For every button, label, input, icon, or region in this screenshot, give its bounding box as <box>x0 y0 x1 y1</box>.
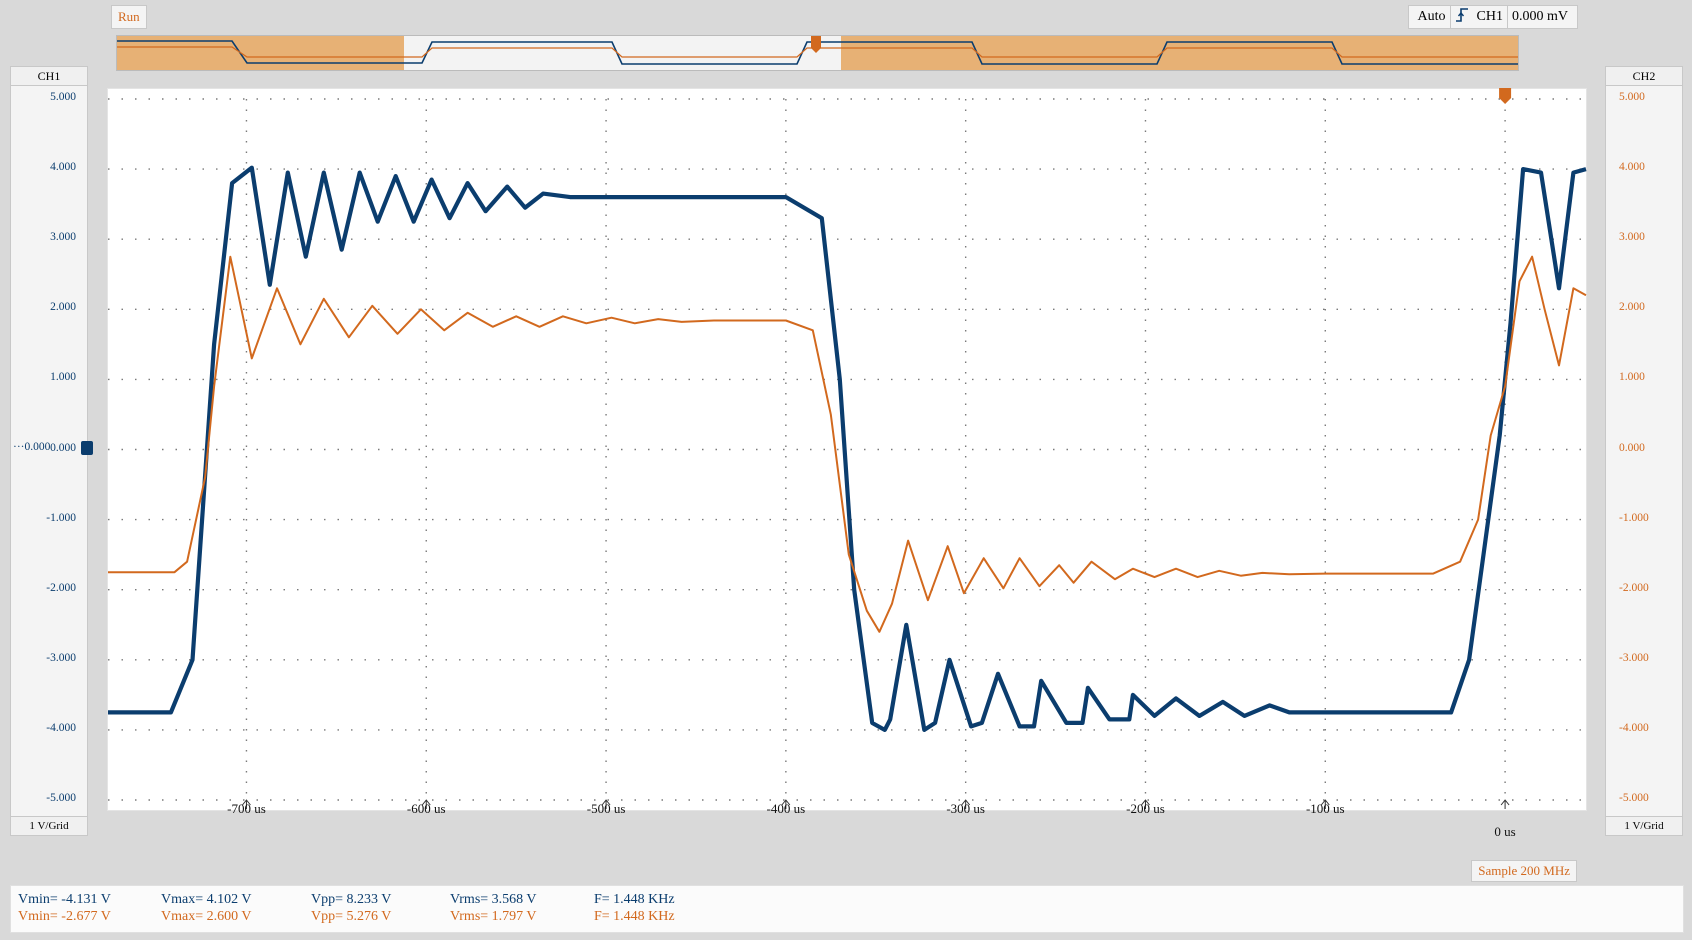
ch1-vmin: Vmin= -4.131 V <box>18 892 111 907</box>
ch1-y-tick-label: -3.000 <box>46 651 76 664</box>
overview-svg <box>117 36 1518 70</box>
ch1-scale-panel[interactable]: CH1 5.000 4.000 3.000 2.000 1.000 0.000 -1.000… <box>10 66 93 836</box>
ch2-y-tick-label: -2.000 <box>1619 581 1649 594</box>
x-tick-label: 0 us <box>1494 824 1515 839</box>
ch2-frequency: F= 1.448 KHz <box>594 909 675 924</box>
ch2-y-tick-label: 1.000 <box>1619 371 1645 384</box>
ch2-y-tick-label: 4.000 <box>1619 161 1645 174</box>
ch2-y-tick-label: 2.000 <box>1619 301 1645 314</box>
ch2-title: CH2 <box>1606 67 1682 86</box>
ch2-measurements: Vmin= -2.677 V Vmax= 2.600 V Vpp= 5.276 … <box>11 909 1683 927</box>
trigger-level[interactable]: 0.000 mV <box>1512 9 1568 24</box>
ch1-y-tick-label: 2.000 <box>50 301 76 314</box>
run-button[interactable]: Run <box>111 5 147 29</box>
trigger-settings[interactable]: Auto CH1 0.000 mV <box>1407 5 1578 29</box>
overview-window-right <box>841 36 1518 70</box>
ch1-y-tick-label: 3.000 <box>50 231 76 244</box>
x-tick-label: -700 us <box>227 801 266 816</box>
ch2-y-tick-label: 3.000 <box>1619 231 1645 244</box>
waveform-svg: -700 us -600 us -500 us -400 us -300 us -200 … <box>108 88 1587 839</box>
waveform-plot[interactable]: -700 us -600 us -500 us -400 us -300 us -200 … <box>107 88 1587 839</box>
ch2-vmin: Vmin= -2.677 V <box>18 909 111 924</box>
x-tick-mark <box>961 799 971 809</box>
x-tick-label: -400 us <box>767 801 806 816</box>
ch1-y-tick-label: 5.000 <box>50 91 76 103</box>
x-tick-label: -200 us <box>1126 801 1165 816</box>
top-toolbar: Run Auto CH1 0.000 mV <box>0 0 1692 71</box>
ch2-y-tick-label: -4.000 <box>1619 721 1649 734</box>
trigger-mode[interactable]: Auto <box>1417 9 1446 24</box>
series-line-ch1 <box>108 165 1587 733</box>
ch1-ground-marker[interactable] <box>81 441 93 455</box>
waveform-overview[interactable] <box>116 35 1519 71</box>
x-tick-mark <box>781 799 791 809</box>
trigger-position-marker <box>1499 88 1512 98</box>
ch1-vmax: Vmax= 4.102 V <box>161 892 252 907</box>
x-tick-mark <box>1320 799 1330 809</box>
ch2-vrms: Vrms= 1.797 V <box>450 909 537 924</box>
ch1-y-tick-label: -5.000 <box>46 792 76 804</box>
ch2-y-tick-label: -1.000 <box>1619 511 1649 524</box>
ch1-y-tick-label: 1.000 <box>50 371 76 384</box>
ch1-vpp: Vpp= 8.233 V <box>311 892 392 907</box>
x-tick-label: -300 us <box>946 801 985 816</box>
ch1-frequency: F= 1.448 KHz <box>594 892 675 907</box>
x-tick-mark <box>242 799 251 809</box>
ch1-vrms: Vrms= 3.568 V <box>450 892 537 907</box>
ch2-y-tick-label: 0.000 <box>1619 441 1645 454</box>
ch1-y-tick-label: 0.000 <box>50 441 76 454</box>
ch1-y-tick-label: 4.000 <box>50 161 76 174</box>
ch2-vpp: Vpp= 5.276 V <box>311 909 392 924</box>
ch2-volts-per-grid[interactable]: 1 V/Grid <box>1606 816 1682 835</box>
ch2-y-tick-label: 5.000 <box>1619 91 1645 103</box>
ch1-y-tick-label: -2.000 <box>46 581 76 594</box>
sample-rate-badge: Sample 200 MHz <box>1471 860 1577 882</box>
trigger-position-pointer <box>1499 98 1512 104</box>
ch1-volts-per-grid[interactable]: 1 V/Grid <box>11 816 87 835</box>
overview-trigger-marker[interactable] <box>811 36 821 53</box>
ch1-ground-indicator[interactable]: ···0.000 <box>13 441 50 453</box>
rising-edge-icon[interactable] <box>1455 7 1469 28</box>
ch2-vmax: Vmax= 2.600 V <box>161 909 252 924</box>
series-line-ch2 <box>108 255 1587 633</box>
x-tick-mark <box>1141 799 1150 809</box>
ch1-title: CH1 <box>11 67 87 86</box>
ch2-y-tick-label: -3.000 <box>1619 651 1649 664</box>
overview-ch2-trace <box>117 46 1518 58</box>
trigger-source[interactable]: CH1 <box>1476 9 1503 24</box>
ch2-scale-panel[interactable]: CH2 5.000 4.000 3.000 2.000 1.000 0.000 -1.000… <box>1605 66 1683 836</box>
x-tick-label: -100 us <box>1306 801 1345 816</box>
divider <box>1449 6 1451 28</box>
x-tick-label: -500 us <box>587 801 626 816</box>
ch1-measurements: Vmin= -4.131 V Vmax= 4.102 V Vpp= 8.233 … <box>11 892 1683 910</box>
measurement-bar: Vmin= -4.131 V Vmax= 4.102 V Vpp= 8.233 … <box>10 885 1684 933</box>
ch1-ground-line: ··· <box>13 441 25 453</box>
x-tick-mark <box>601 799 611 809</box>
ch1-y-tick-label: -1.000 <box>46 511 76 524</box>
ch1-y-tick-label: -4.000 <box>46 721 76 734</box>
x-tick-mark <box>1500 799 1510 809</box>
divider <box>1507 6 1508 28</box>
x-tick-label: -600 us <box>407 801 446 816</box>
x-tick-mark <box>421 799 431 809</box>
ch1-ground-label: 0.000 <box>24 441 51 453</box>
ch2-y-tick-label: -5.000 <box>1619 792 1649 804</box>
